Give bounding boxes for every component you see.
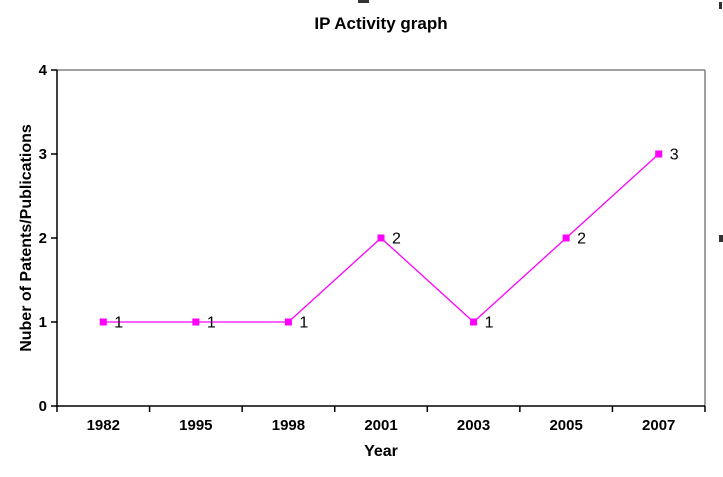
- x-axis-tick-label: 2005: [549, 417, 582, 434]
- data-label: 1: [207, 315, 216, 332]
- x-axis-title: Year: [364, 443, 398, 460]
- data-point-1995: [192, 318, 200, 326]
- data-point-2007: [655, 150, 663, 158]
- data-label: 2: [392, 231, 401, 248]
- data-point-1982: [99, 318, 107, 326]
- cropped-legend-artifact: [719, 235, 723, 242]
- x-axis-tick-label: 2007: [642, 417, 675, 434]
- y-axis-tick-label: 2: [39, 230, 47, 247]
- data-point-2005: [562, 234, 570, 242]
- x-axis-tick-label: 2001: [364, 417, 397, 434]
- x-axis-tick-label: 1998: [272, 417, 305, 434]
- data-label: 1: [114, 315, 123, 332]
- chart-title: IP Activity graph: [314, 14, 448, 33]
- data-point-2003: [470, 318, 478, 326]
- data-point-2001: [377, 234, 385, 242]
- data-point-1998: [284, 318, 292, 326]
- y-axis-tick-label: 4: [39, 62, 48, 79]
- data-label: 1: [485, 315, 494, 332]
- y-axis-tick-label: 0: [39, 398, 47, 415]
- cropped-text-artifact-top: [358, 0, 369, 3]
- x-axis-tick-label: 1995: [179, 417, 212, 434]
- cropped-text-artifact-top-right: [719, 2, 722, 9]
- x-axis-tick-label: 1982: [87, 417, 120, 434]
- data-label: 3: [670, 147, 679, 164]
- y-axis-tick-label: 1: [39, 314, 47, 331]
- x-axis-tick-label: 2003: [457, 417, 490, 434]
- data-label: 2: [577, 231, 586, 248]
- data-label: 1: [299, 315, 308, 332]
- y-axis-tick-label: 3: [39, 146, 47, 163]
